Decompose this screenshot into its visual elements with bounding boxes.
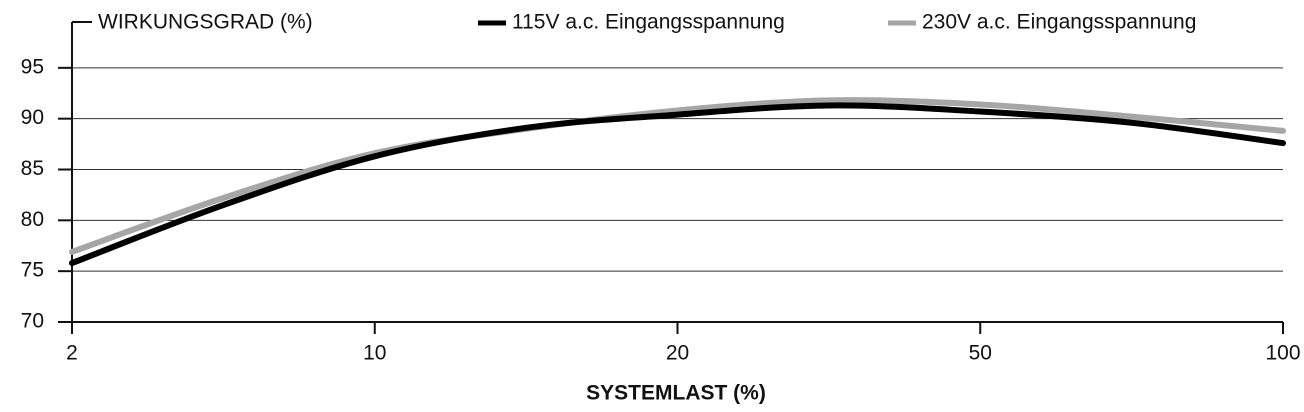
series-line [69, 97, 1286, 255]
x-tick-label: 100 [1265, 342, 1300, 365]
y-tick-label: 75 [21, 259, 44, 282]
x-tick-label: 2 [66, 342, 78, 365]
series-line [69, 102, 1286, 267]
legend-label: 115V a.c. Eingangsspannung [512, 11, 785, 34]
y-tick-label: 95 [21, 55, 44, 78]
y-tick-label: 80 [21, 208, 44, 231]
y-tick-label: 85 [21, 157, 44, 180]
y-tick-label: 90 [21, 106, 44, 129]
y-tick-label: 70 [21, 310, 44, 333]
x-tick-label: 10 [363, 342, 386, 365]
y-axis-title: WIRKUNGSGRAD (%) [98, 11, 313, 34]
x-tick-label: 20 [666, 342, 689, 365]
x-axis-title: SYSTEMLAST (%) [586, 382, 766, 405]
legend-label: 230V a.c. Eingangsspannung [922, 11, 1196, 34]
x-tick-label: 50 [969, 342, 992, 365]
